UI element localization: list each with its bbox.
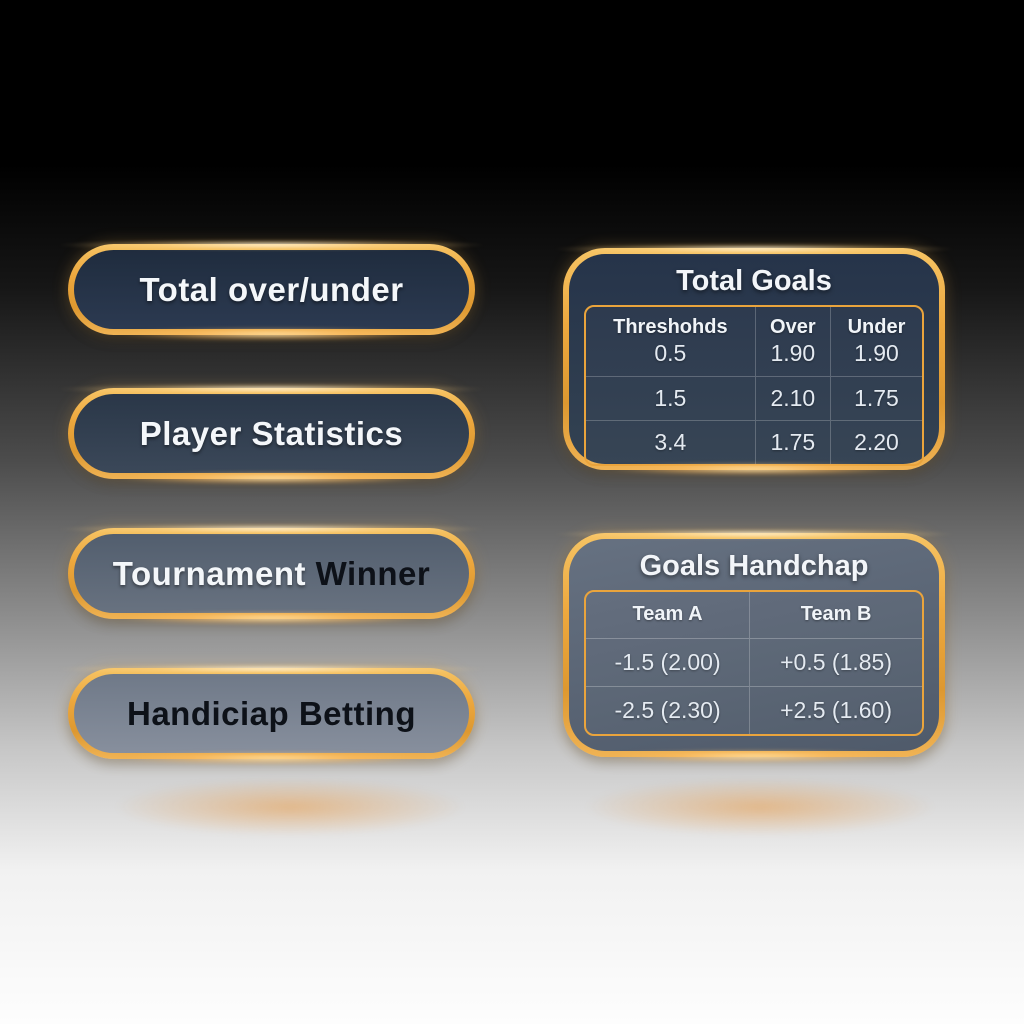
column-header-team-a: Team A	[586, 592, 750, 639]
gold-glow-icon	[116, 472, 427, 484]
table-row: 1.5 2.10 1.75	[586, 376, 922, 420]
goals-handicap-table: Team A Team B -1.5 (2.00) +0.5 (1.85) -2…	[584, 590, 924, 736]
table-row: 0.5 1.90 1.90	[586, 339, 922, 376]
gold-glow-icon	[116, 752, 427, 764]
panel-title: Goals Handchap	[639, 550, 869, 582]
menu-item-label: Tournament Winner	[113, 555, 430, 593]
menu-item-label-part-light: Tournament	[112, 554, 316, 592]
ground-glow-left	[115, 778, 465, 836]
column-header-over: Over	[754, 307, 830, 339]
table-header-row: Team A Team B	[586, 592, 922, 639]
light-streak-icon	[55, 664, 488, 674]
table-header-row: Threshohds Over Under	[586, 307, 922, 339]
menu-item-total-over-under[interactable]: Total over/under	[55, 240, 488, 340]
light-streak-icon	[551, 244, 957, 254]
threshold-cell: 1.5	[586, 376, 755, 420]
menu-item-label: Total over/under	[139, 270, 404, 308]
gold-glow-icon	[116, 328, 427, 340]
odds-cell[interactable]: 2.10	[754, 376, 830, 420]
total-goals-panel: Total Goals Threshohds Over Under 0.5 1.…	[551, 244, 957, 475]
goals-handicap-panel: Goals Handchap Team A Team B -1.5 (2.00)…	[551, 529, 957, 762]
odds-cell[interactable]: 1.90	[754, 339, 830, 376]
odds-cell[interactable]: 2.20	[829, 420, 922, 464]
light-streak-icon	[551, 529, 957, 539]
column-header-team-b: Team B	[749, 592, 922, 639]
table-row: 3.4 1.75 2.20	[586, 420, 922, 464]
odds-cell[interactable]: -1.5 (2.00)	[614, 649, 721, 675]
odds-cell[interactable]: +2.5 (1.60)	[749, 686, 922, 734]
odds-cell[interactable]: 1.75	[754, 420, 830, 464]
light-streak-icon	[55, 524, 488, 534]
table-row: -1.5 (2.00) +0.5 (1.85)	[586, 639, 922, 686]
threshold-cell: 3.4	[586, 420, 755, 464]
panel-title: Total Goals	[676, 265, 832, 297]
light-streak-icon	[55, 240, 488, 250]
menu-item-label: Player Statistics	[139, 414, 404, 452]
total-goals-table: Threshohds Over Under 0.5 1.90 1.90 1.5 …	[584, 305, 924, 466]
menu-item-tournament-winner[interactable]: Tournament Winner	[55, 524, 488, 624]
odds-cell[interactable]: +0.5 (1.85)	[749, 639, 922, 686]
menu-item-label: Handiciap Betting	[126, 694, 417, 732]
menu-item-handicap-betting[interactable]: Handiciap Betting	[55, 664, 488, 764]
column-header-thresholds: Threshohds	[613, 316, 728, 338]
light-streak-icon	[55, 384, 488, 394]
gold-glow-icon	[116, 612, 427, 624]
threshold-cell: 0.5	[654, 340, 687, 366]
column-header-under: Under	[829, 307, 922, 339]
gold-glow-icon	[608, 750, 900, 762]
ground-glow-right	[585, 778, 935, 836]
menu-item-label-part-dark: Winner	[315, 554, 431, 592]
odds-cell[interactable]: 1.90	[829, 339, 922, 376]
table-row: -2.5 (2.30) +2.5 (1.60)	[586, 686, 922, 734]
odds-cell[interactable]: 1.75	[829, 376, 922, 420]
menu-item-player-statistics[interactable]: Player Statistics	[55, 384, 488, 484]
odds-cell[interactable]: -2.5 (2.30)	[586, 686, 750, 734]
